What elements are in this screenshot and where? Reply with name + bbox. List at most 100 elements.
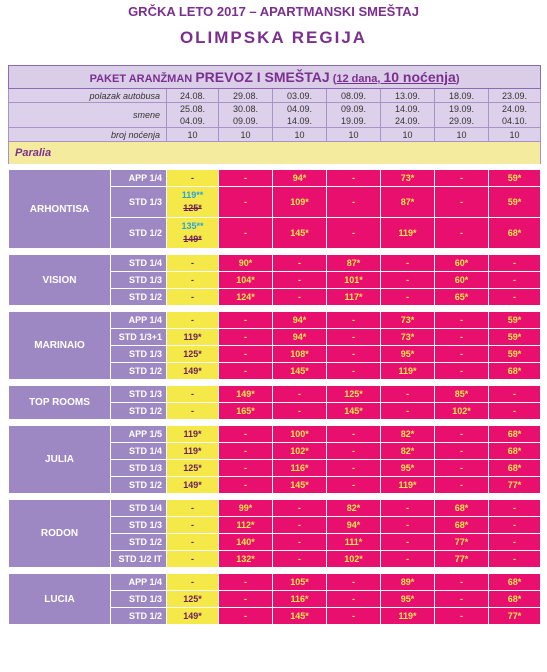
price-cell: - — [434, 311, 489, 329]
night-count: 10 — [218, 127, 273, 142]
price-cell: 68* — [487, 362, 542, 380]
price-cell: - — [218, 425, 273, 443]
price-cell: - — [218, 362, 273, 380]
room-type: STD 1/2 — [110, 288, 167, 306]
price-cell: - — [272, 499, 327, 517]
price-cell: 68* — [434, 499, 489, 517]
table-row: STD 1/2-124* -117* -65* - — [9, 288, 542, 306]
table-row: STD 1/2-140* -111* -77* - — [9, 533, 542, 551]
departure-date: 03.09. — [272, 88, 327, 103]
room-type: STD 1/2 — [110, 217, 167, 249]
price-cell: 149* — [218, 385, 273, 403]
price-cell: 145* — [272, 607, 327, 625]
price-table-container: PAKET ARANŽMAN PREVOZ I SMEŠTAJ (12 dana… — [7, 65, 542, 625]
night-count: 10 — [380, 127, 435, 142]
price-cell: 109* — [272, 186, 327, 218]
price-cell: - — [218, 311, 273, 329]
price-cell: - — [434, 573, 489, 591]
price-cell: 101* — [326, 271, 381, 289]
price-cell: - — [166, 311, 219, 329]
price-cell: - — [487, 271, 542, 289]
price-cell: 105* — [272, 573, 327, 591]
price-cell: 82* — [380, 425, 435, 443]
price-cell: 116* — [272, 459, 327, 477]
table-row: STD 1/3-112* -94* -68* - — [9, 516, 542, 534]
room-type: APP 1/4 — [110, 573, 167, 591]
room-type: STD 1/3 — [110, 271, 167, 289]
price-cell: - — [166, 550, 219, 568]
price-cell: - — [218, 345, 273, 363]
price-cell: 68* — [434, 516, 489, 534]
old-price: 149* — [183, 234, 202, 244]
hotel-name: ARHONTISA — [8, 169, 111, 249]
price-cell: - — [434, 169, 489, 187]
room-type: STD 1/3 — [110, 345, 167, 363]
price-cell: - — [434, 442, 489, 460]
departure-date: 24.08. — [166, 88, 219, 103]
price-cell: - — [434, 459, 489, 477]
table-row: LUCIA APP 1/4- -105* -89* -68* — [8, 573, 542, 625]
price-cell: - — [380, 254, 435, 272]
divider — [8, 305, 541, 312]
price-cell: - — [272, 385, 327, 403]
price-cell: - — [434, 476, 489, 494]
price-cell: - — [380, 499, 435, 517]
night-count: 10 — [326, 127, 381, 142]
price-cell: 125* — [166, 345, 219, 363]
price-cell: 60* — [434, 254, 489, 272]
price-cell: 119* — [380, 607, 435, 625]
price-cell: 60* — [434, 271, 489, 289]
price-cell: - — [218, 476, 273, 494]
price-cell: - — [326, 311, 381, 329]
price-cell: - — [166, 288, 219, 306]
price-cell: - — [166, 402, 219, 420]
price-cell: 99* — [218, 499, 273, 517]
room-type: STD 1/2 — [110, 476, 167, 494]
table-row: STD 1/3 125* -116* -95* -68* — [9, 590, 542, 608]
price-cell: 119* — [380, 362, 435, 380]
banner-days: 12 dana — [336, 73, 378, 85]
price-cell: - — [487, 533, 542, 551]
price-cell: - — [272, 516, 327, 534]
table-row: ARHONTISA APP 1/4- -94* -73* -59* — [8, 169, 542, 249]
price-cell: 102* — [434, 402, 489, 420]
night-count: 10 — [272, 127, 327, 142]
price-cell: 119* — [166, 425, 219, 443]
price-cell: 145* — [272, 217, 327, 249]
price-cell: 124* — [218, 288, 273, 306]
night-count: 10 — [166, 127, 219, 142]
price-cell: - — [326, 217, 381, 249]
price-cell: 145* — [272, 362, 327, 380]
price-cell: - — [166, 516, 219, 534]
price-cell: 68* — [487, 590, 542, 608]
price-cell: - — [272, 254, 327, 272]
price-cell: 112* — [218, 516, 273, 534]
price-cell: 95* — [380, 345, 435, 363]
table-row: STD 1/2-165* -145* -102* - — [9, 402, 542, 420]
price-cell: 82* — [326, 499, 381, 517]
price-cell: - — [434, 186, 489, 218]
price-cell: 59* — [487, 328, 542, 346]
price-cell: - — [487, 288, 542, 306]
price-cell: - — [487, 499, 542, 517]
price-cell: 68* — [487, 442, 542, 460]
price-cell: 100* — [272, 425, 327, 443]
shift-start: 24.09. — [502, 104, 528, 114]
page-title: OLIMPSKA REGIJA — [179, 28, 368, 47]
price-cell: 77* — [434, 533, 489, 551]
price-cell: - — [326, 476, 381, 494]
page-subtitle: GRČKA LETO 2017 – APARTMANSKI SMEŠTAJ — [128, 4, 419, 19]
room-type: APP 1/4 — [110, 311, 167, 329]
hotel-name: RODON — [8, 499, 111, 568]
price-cell: - — [166, 499, 219, 517]
price-cell: - — [380, 385, 435, 403]
shift-dates: 14.09. 24.09. — [380, 102, 435, 128]
table-row: STD 1/3-104* -101* -60* - — [9, 271, 542, 289]
discount-price: 135** — [181, 221, 204, 231]
room-type: APP 1/4 — [110, 169, 167, 187]
package-banner: PAKET ARANŽMAN PREVOZ I SMEŠTAJ (12 dana… — [7, 65, 542, 89]
price-cell: - — [218, 459, 273, 477]
shift-end: 04.09. — [179, 116, 206, 126]
shift-dates: 24.09. 04.10. — [487, 102, 542, 128]
price-cell: - — [380, 271, 435, 289]
